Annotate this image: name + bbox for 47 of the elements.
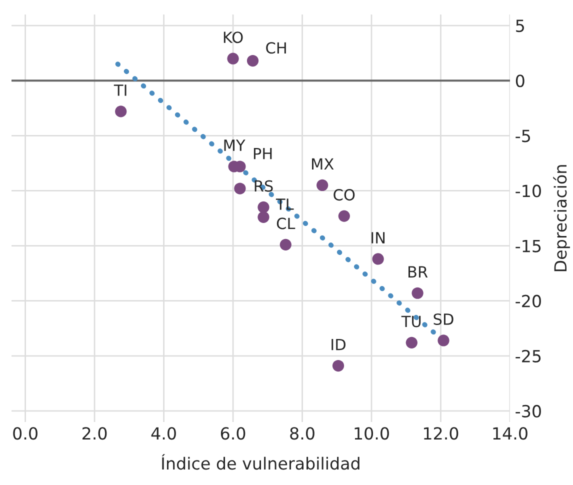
y-tick-label: -25 <box>516 350 541 362</box>
annotation: MX <box>312 158 334 170</box>
annotation: CL <box>276 218 296 230</box>
x-tick-label: 8.0 <box>290 427 314 440</box>
point <box>406 336 418 348</box>
annotation: KO <box>224 32 243 44</box>
x-tick-label: 14.0 <box>493 427 528 440</box>
annotation: CH <box>266 42 286 54</box>
annotation: TU <box>401 316 421 328</box>
annotation: ID <box>332 338 346 350</box>
point <box>234 182 246 194</box>
annotation: MY <box>224 140 246 151</box>
y-tick-label: -5 <box>516 130 530 142</box>
x-tick-label: 4.0 <box>151 427 176 440</box>
point <box>115 106 127 118</box>
point <box>258 211 270 223</box>
annotation: TL <box>276 198 294 210</box>
annotation: CO <box>334 189 355 201</box>
x-tick-label: 6.0 <box>220 427 246 440</box>
point <box>412 287 424 299</box>
annotation: PH <box>254 148 272 160</box>
y-axis-title: Depreciación <box>553 165 570 272</box>
x-tick-label: 12.0 <box>424 427 458 440</box>
point <box>338 210 350 222</box>
y-tick-label: -10 <box>516 184 541 198</box>
point <box>258 201 270 214</box>
x-tick-label: 2.0 <box>82 427 107 440</box>
x-tick-label: 10.0 <box>354 427 389 440</box>
annotation: SD <box>434 313 454 326</box>
y-tick-label: -30 <box>516 404 541 418</box>
y-tick-label: -15 <box>516 240 541 252</box>
point <box>246 54 259 67</box>
point <box>280 238 292 250</box>
point <box>372 253 384 265</box>
y-tick-label: -20 <box>516 294 541 308</box>
point <box>227 52 239 64</box>
y-tick-label: 0 <box>516 74 524 88</box>
annotation: RS <box>254 180 273 192</box>
x-tick-label: 0.0 <box>13 427 38 440</box>
x-axis-title: Índice de vulnerabilidad <box>162 454 360 470</box>
annotation: TI <box>114 84 126 96</box>
point <box>316 179 328 192</box>
annotation: IN <box>372 232 385 244</box>
annotation: BR <box>408 266 428 278</box>
y-tick-label: 5 <box>516 20 524 32</box>
point <box>332 360 344 372</box>
point <box>438 334 450 346</box>
